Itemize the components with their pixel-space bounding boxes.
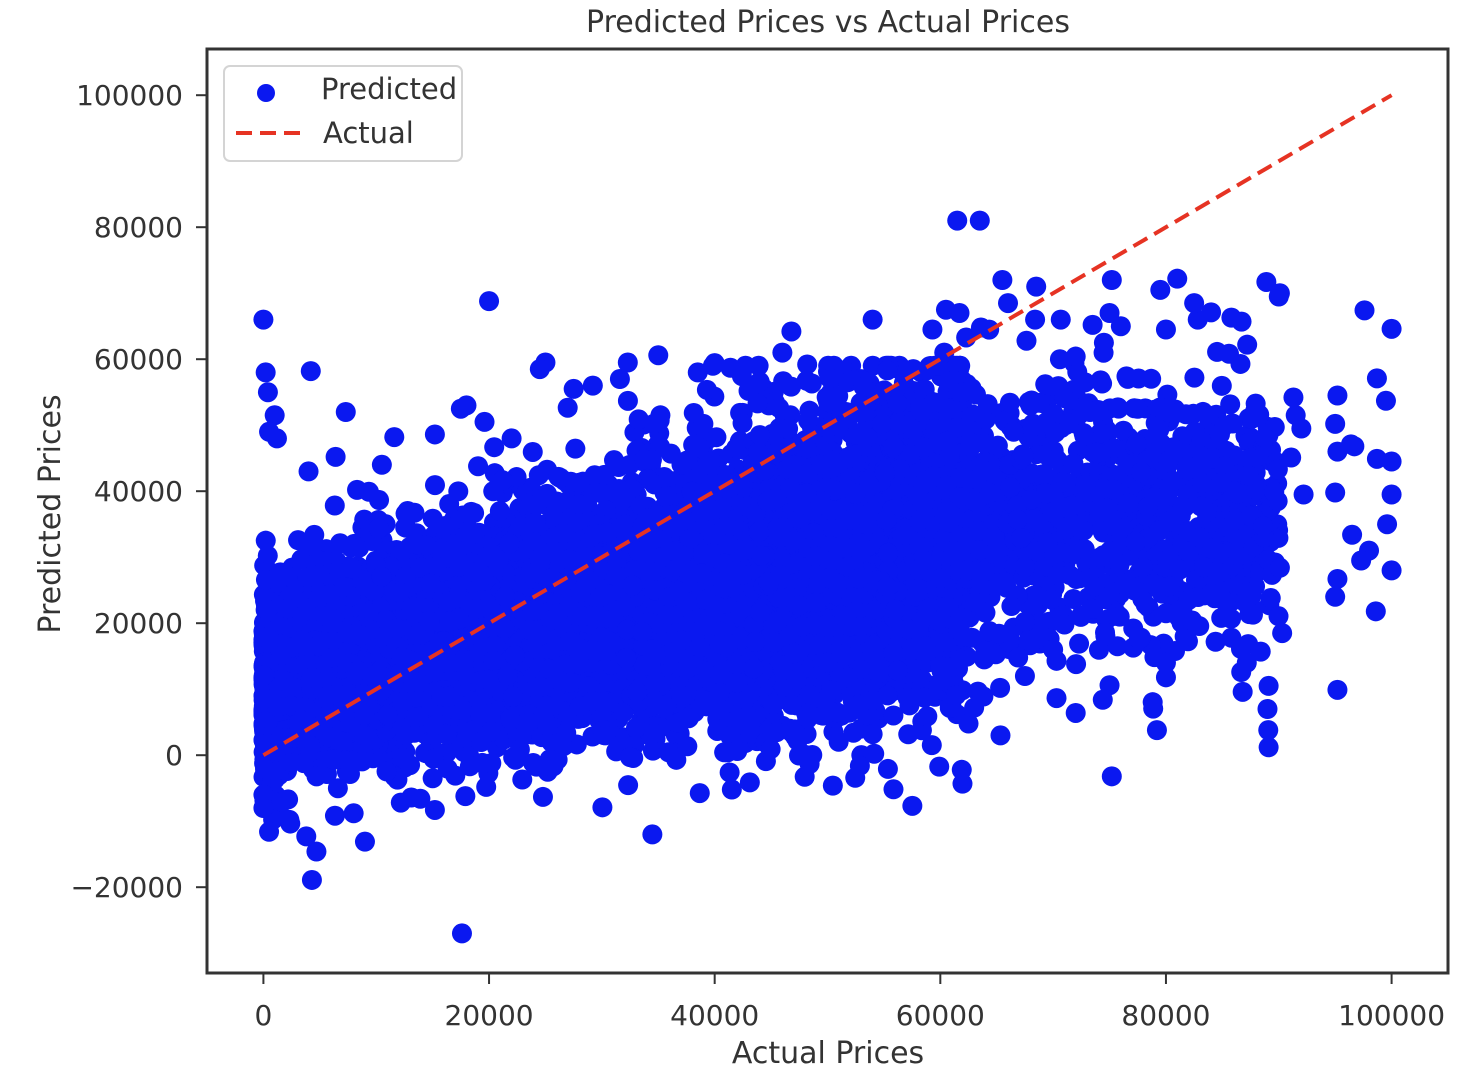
scatter-cloud-point-2566 bbox=[828, 731, 849, 752]
chart-title: Predicted Prices vs Actual Prices bbox=[586, 5, 1070, 40]
scatter-cloud-point-3675 bbox=[773, 371, 794, 392]
scatter-cloud-point-1373 bbox=[618, 775, 639, 796]
scatter-cloud-point-3807 bbox=[929, 756, 950, 777]
scatter-cloud-point-1011 bbox=[883, 779, 904, 800]
scatter-cloud-point-2836 bbox=[696, 379, 717, 400]
scatter-cloud-point-3035 bbox=[877, 758, 898, 779]
scatter-cloud-point-4015 bbox=[565, 438, 586, 459]
scatter-cloud-point-364 bbox=[617, 390, 638, 411]
scatter-cloud-point-3912 bbox=[592, 797, 613, 818]
scatter-cloud-point-3390 bbox=[921, 735, 942, 756]
scatter-cloud-point-3376 bbox=[528, 465, 549, 486]
y-axis-title: Predicted Prices bbox=[33, 394, 68, 633]
x-axis-title: Actual Prices bbox=[732, 1036, 924, 1071]
scatter-cloud-point-1655 bbox=[902, 795, 923, 816]
scatter-cloud-point-1847 bbox=[324, 805, 345, 826]
scatter-cloud-point-872 bbox=[424, 475, 445, 496]
plot-area bbox=[253, 93, 1402, 944]
